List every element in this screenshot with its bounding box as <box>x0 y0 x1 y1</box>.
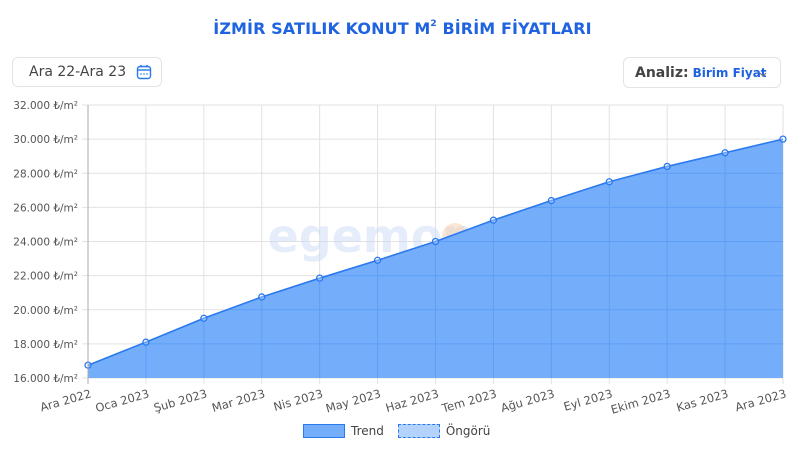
data-point <box>258 293 266 301</box>
analysis-dropdown[interactable]: Analiz: Birim Fiyat <box>623 57 781 88</box>
y-tick-label: 18.000 ₺/m² <box>13 339 78 351</box>
x-tick-label: Ekim 2023 <box>609 386 672 416</box>
x-tick-label: Mar 2023 <box>210 386 266 415</box>
chart-legend: Trend Öngörü <box>303 424 490 438</box>
data-point <box>200 314 208 322</box>
x-tick-label: Haz 2023 <box>384 386 440 415</box>
y-tick-label: 16.000 ₺/m² <box>13 373 78 385</box>
y-tick-label: 32.000 ₺/m² <box>13 100 78 112</box>
data-point <box>547 196 555 205</box>
chevron-down-icon <box>758 66 768 85</box>
data-point <box>489 216 498 224</box>
date-range-button[interactable]: Ara 22-Ara 23 <box>12 57 162 87</box>
y-tick-label: 24.000 ₺/m² <box>13 237 78 249</box>
x-tick-label: Oca 2023 <box>94 386 151 415</box>
legend-forecast-swatch[interactable] <box>397 424 440 438</box>
x-tick-label: Ara 2022 <box>38 386 92 414</box>
x-tick-label: Kas 2023 <box>675 386 730 414</box>
y-tick-label: 22.000 ₺/m² <box>13 271 78 283</box>
legend-trend-swatch[interactable] <box>303 424 345 438</box>
data-point <box>779 135 787 143</box>
x-tick-label: Ağu 2023 <box>499 386 556 415</box>
calendar-icon <box>136 64 152 84</box>
date-range-label: Ara 22-Ara 23 <box>29 64 127 80</box>
x-tick-label: May 2023 <box>324 386 382 415</box>
data-point <box>721 149 729 157</box>
data-point <box>431 237 440 246</box>
data-point <box>605 178 613 186</box>
x-tick-label: Eyl 2023 <box>562 386 614 413</box>
y-tick-label: 20.000 ₺/m² <box>13 305 78 317</box>
data-point <box>316 274 324 282</box>
data-point <box>142 338 150 346</box>
x-tick-label: Nis 2023 <box>272 386 325 413</box>
x-tick-label: Tem 2023 <box>439 386 498 415</box>
trend-line <box>87 138 784 366</box>
analysis-value: Birim Fiyat <box>692 65 767 80</box>
legend-forecast-label[interactable]: Öngörü <box>445 424 491 438</box>
x-tick-label: Şub 2023 <box>152 386 209 415</box>
analysis-label: Analiz: <box>635 64 689 81</box>
data-point <box>663 162 671 171</box>
data-point <box>373 256 382 264</box>
y-tick-label: 26.000 ₺/m² <box>13 202 78 214</box>
chart-title: İZMİR SATILIK KONUT M2 BİRİM FİYATLARI <box>213 18 592 38</box>
legend-trend-label[interactable]: Trend <box>351 424 384 438</box>
x-tick-label: Ara 2023 <box>733 386 787 414</box>
y-tick-label: 28.000 ₺/m² <box>13 168 78 180</box>
y-tick-label: 30.000 ₺/m² <box>13 134 78 146</box>
